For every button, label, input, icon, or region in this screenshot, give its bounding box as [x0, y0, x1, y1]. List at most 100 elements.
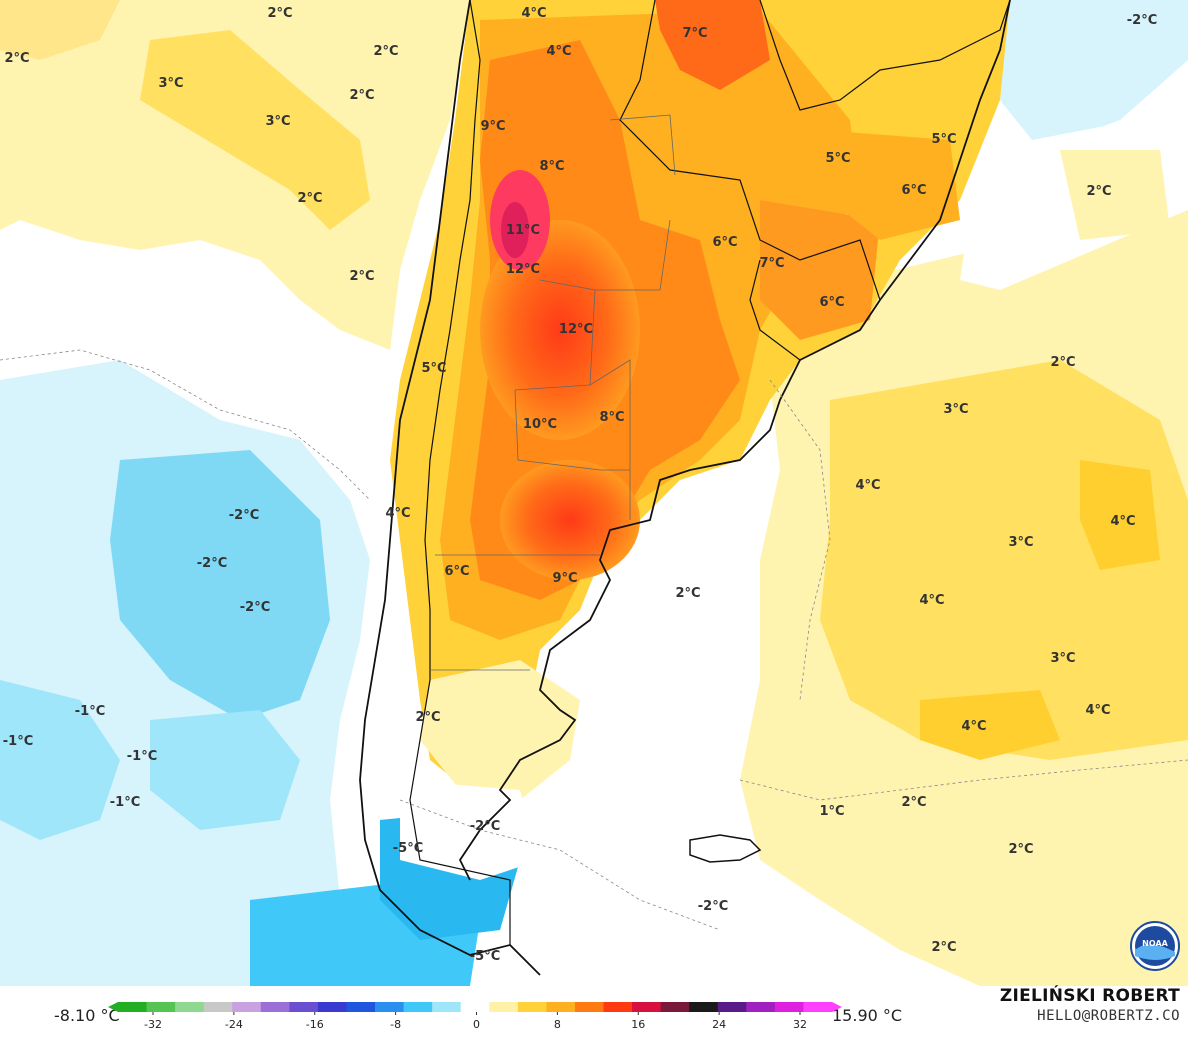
temperature-labels: 2°C 2°C 4°C 7°C -2°C 2°C 3°C 3°C 2°C 4°C 9°C 8°C 5°C… [3, 6, 1157, 964]
temperature-label: 2°C [1050, 355, 1075, 370]
temperature-label: 2°C [1008, 842, 1033, 857]
legend-color-swatch [232, 1002, 262, 1012]
legend-color-swatch [632, 1002, 662, 1012]
legend-tick-label: -8 [390, 1018, 401, 1031]
color-legend: -32 -24 -16 -8 0 8 16 24 32 [108, 1002, 842, 1031]
temperature-label: 4°C [961, 719, 986, 734]
temperature-label: 4°C [1085, 703, 1110, 718]
legend-color-swatch [260, 1002, 290, 1012]
temperature-label: 2°C [373, 44, 398, 59]
legend-color-swatch [717, 1002, 747, 1012]
temperature-label: 2°C [675, 586, 700, 601]
legend-color-swatch [489, 1002, 519, 1012]
temperature-label: -2°C [197, 556, 227, 571]
legend-color-swatch [289, 1002, 319, 1012]
temperature-label: 2°C [931, 940, 956, 955]
legend-tick-label: -16 [306, 1018, 324, 1031]
temperature-label: 2°C [297, 191, 322, 206]
temperature-map: NOAA 2°C 2°C 4°C 7°C -2°C 2°C 3°C 3°C 2°C 4°C 9°C 8… [0, 0, 1188, 986]
legend-color-swatch [375, 1002, 405, 1012]
temperature-label: -1°C [75, 704, 105, 719]
temperature-label: 3°C [1050, 651, 1075, 666]
temperature-label: 12°C [506, 262, 540, 277]
legend-tick-label: 32 [793, 1018, 807, 1031]
temperature-label: 3°C [158, 76, 183, 91]
legend-min-value: -8.10 °C [54, 1006, 120, 1025]
pacific-yellow-patch [140, 30, 370, 230]
legend-ticks: -32 -24 -16 -8 0 8 16 24 32 [144, 1012, 807, 1031]
temperature-label: 5°C [931, 132, 956, 147]
legend-tick-label: -24 [225, 1018, 243, 1031]
temperature-label: 1°C [819, 804, 844, 819]
coastline [359, 0, 1011, 976]
temperature-label: 9°C [552, 571, 577, 586]
legend-color-swatch [774, 1002, 804, 1012]
legend-color-swatch [546, 1002, 576, 1012]
legend-color-swatch [203, 1002, 233, 1012]
temperature-label: -5°C [393, 841, 423, 856]
legend-color-swatch [517, 1002, 547, 1012]
temperature-label: 3°C [265, 114, 290, 129]
legend-left-arrow [108, 1002, 118, 1012]
temperature-label: 6°C [712, 235, 737, 250]
falkland-islands [689, 834, 762, 863]
legend-tick-label: 16 [631, 1018, 645, 1031]
temperature-label: 2°C [1086, 184, 1111, 199]
legend-color-swatch [146, 1002, 176, 1012]
atlantic-yellow-patch [820, 360, 1188, 760]
temperature-label: -2°C [240, 600, 270, 615]
noaa-logo: NOAA [1130, 921, 1180, 971]
temperature-label: -2°C [229, 508, 259, 523]
legend-right-arrow [832, 1002, 842, 1012]
pacific-blue-patch-1 [110, 450, 330, 720]
pacific-warm-region [0, 0, 470, 350]
legend-tick-label: -32 [144, 1018, 162, 1031]
legend-color-swatch [689, 1002, 719, 1012]
legend-tick-label: 8 [554, 1018, 561, 1031]
legend-color-swatch [346, 1002, 376, 1012]
temperature-label: -2°C [698, 899, 728, 914]
temperature-label: 8°C [539, 159, 564, 174]
legend-tick-label: 0 [473, 1018, 480, 1031]
temperature-label: 2°C [349, 269, 374, 284]
legend-max-value: 15.90 °C [832, 1006, 903, 1025]
temperature-label: 6°C [444, 564, 469, 579]
legend-color-swatch [432, 1002, 462, 1012]
legend-color-swatch [175, 1002, 205, 1012]
borders [409, 0, 1011, 945]
temperature-label: 9°C [480, 119, 505, 134]
legend-color-swatch [317, 1002, 347, 1012]
temperature-label: 4°C [919, 593, 944, 608]
legend-color-swatch [460, 1002, 490, 1012]
temperature-label: -5°C [470, 949, 500, 964]
temperature-label: 5°C [825, 151, 850, 166]
temperature-label: 5°C [421, 361, 446, 376]
temperature-label: 2°C [4, 51, 29, 66]
temperature-label: -1°C [127, 749, 157, 764]
legend-color-swatch [660, 1002, 690, 1012]
noaa-logo-text: NOAA [1142, 939, 1168, 948]
legend-color-swatch [803, 1002, 833, 1012]
temperature-label: 4°C [546, 44, 571, 59]
author-credit: ZIELIŃSKI ROBERT [999, 986, 1180, 1006]
temperature-label: -2°C [470, 819, 500, 834]
temperature-label: 7°C [759, 256, 784, 271]
province-lines [430, 114, 676, 671]
temperature-label: 8°C [599, 410, 624, 425]
temperature-label: 3°C [943, 402, 968, 417]
temperature-label: 2°C [415, 710, 440, 725]
temperature-label: -2°C [1127, 13, 1157, 28]
temperature-label: -1°C [3, 734, 33, 749]
legend-color-swatch [574, 1002, 605, 1012]
temperature-label: 4°C [385, 506, 410, 521]
temperature-label: 2°C [267, 6, 292, 21]
temperature-label: 6°C [819, 295, 844, 310]
temperature-label: -1°C [110, 795, 140, 810]
legend-color-swatch [403, 1002, 433, 1012]
temperature-label: 12°C [559, 322, 593, 337]
legend-color-swatch [746, 1002, 776, 1012]
temperature-label: 4°C [521, 6, 546, 21]
legend-colorbar [108, 1002, 842, 1012]
legend-color-swatch [118, 1002, 148, 1012]
